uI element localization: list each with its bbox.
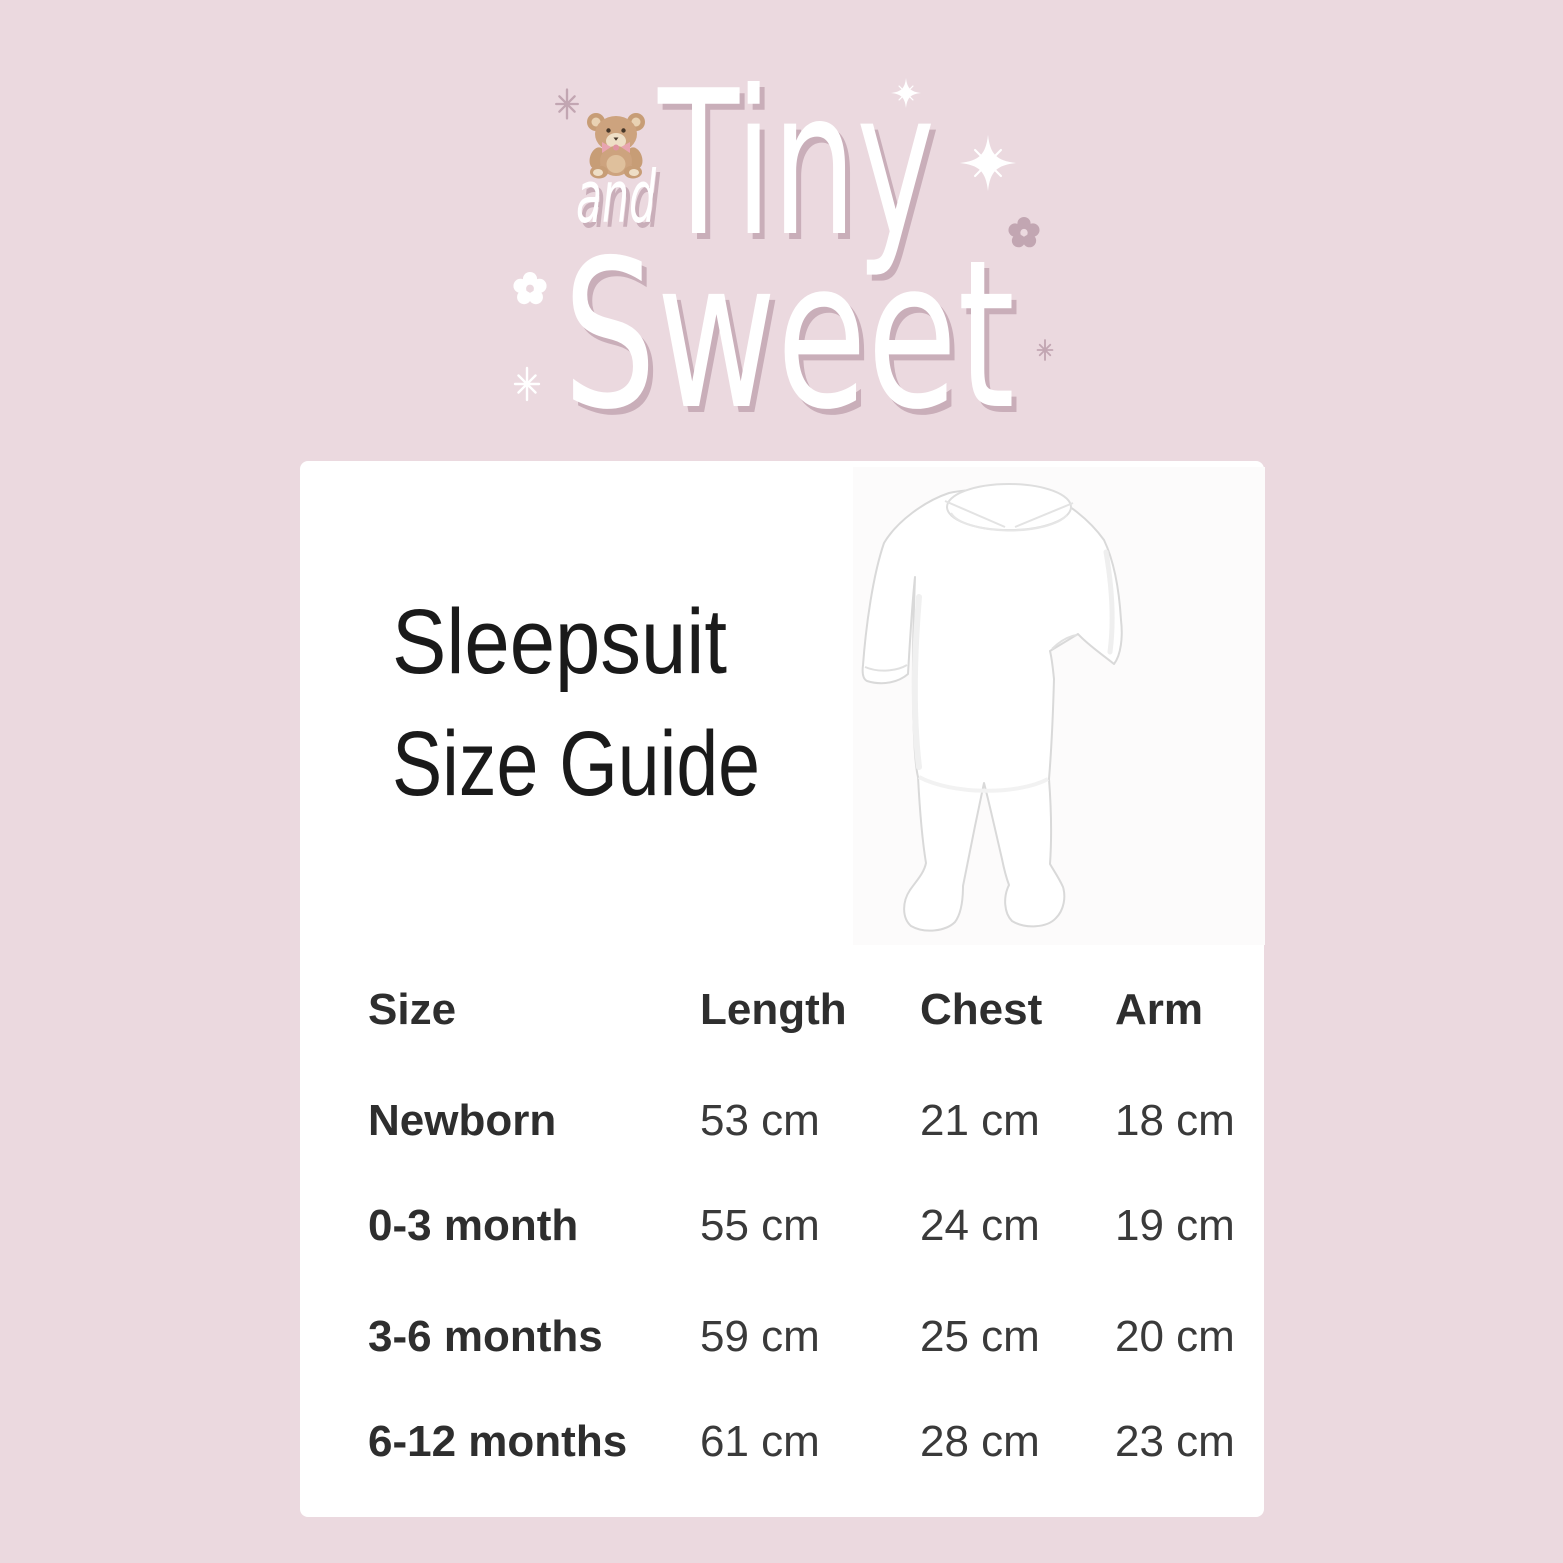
table-row: 3-6 months 59 cm 25 cm 20 cm [300, 1307, 1264, 1367]
column-header-length: Length [700, 985, 847, 1034]
size-cell: 6-12 months [368, 1417, 628, 1466]
chest-cell: 25 cm [920, 1312, 1040, 1361]
size-table-header: Size Length Chest Arm [300, 980, 1264, 1040]
logo-word-sweet-shadow: Sweet [568, 223, 1020, 461]
arm-cell: 20 cm [1115, 1312, 1235, 1361]
page-title-line1: Sleepsuit [392, 591, 727, 693]
logo-word-and-shadow: and [580, 160, 661, 244]
sparkle-icon [555, 88, 579, 120]
flower-icon [513, 271, 547, 305]
column-header-size: Size [368, 985, 457, 1034]
brand-logo: and Tiny Sweet and Tiny Sweet [513, 48, 1054, 461]
length-cell: 55 cm [700, 1201, 820, 1250]
sparkle-icon [513, 366, 541, 402]
size-cell: Newborn [368, 1096, 557, 1145]
logo-word-tiny-shadow: Tiny [662, 54, 940, 287]
size-cell: 3-6 months [368, 1312, 603, 1361]
chest-cell: 21 cm [920, 1096, 1040, 1145]
logo-word-and: and [576, 155, 657, 239]
length-cell: 61 cm [700, 1417, 820, 1466]
table-row: 6-12 months 61 cm 28 cm 23 cm [300, 1412, 1264, 1472]
teddy-bear-icon [587, 113, 645, 179]
arm-cell: 19 cm [1115, 1201, 1235, 1250]
arm-cell: 18 cm [1115, 1096, 1235, 1145]
sleepsuit-image [861, 483, 1123, 932]
table-row: Newborn 53 cm 21 cm 18 cm [300, 1091, 1264, 1151]
size-cell: 0-3 month [368, 1201, 579, 1250]
logo-word-sweet: Sweet [563, 217, 1015, 455]
length-cell: 53 cm [700, 1096, 820, 1145]
arm-cell: 23 cm [1115, 1417, 1235, 1466]
chest-cell: 28 cm [920, 1417, 1040, 1466]
size-guide-card: Sleepsuit Size Guide Size Length Chest A… [300, 461, 1265, 1517]
page-title-line2: Size Guide [392, 713, 760, 815]
chest-cell: 24 cm [920, 1201, 1040, 1250]
length-cell: 59 cm [700, 1312, 820, 1361]
sleepsuit-photo [853, 467, 1265, 945]
column-header-chest: Chest [920, 985, 1043, 1034]
logo-word-tiny: Tiny [657, 48, 935, 281]
sparkle-icon [1036, 339, 1054, 361]
column-header-arm: Arm [1115, 985, 1204, 1034]
starburst-icon [958, 133, 1018, 193]
table-row: 0-3 month 55 cm 24 cm 19 cm [300, 1196, 1264, 1256]
page-title: Sleepsuit Size Guide [392, 591, 760, 815]
